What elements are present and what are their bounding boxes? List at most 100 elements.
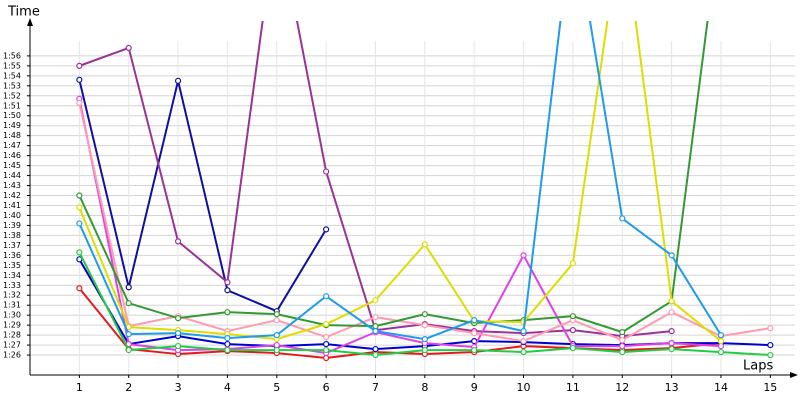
y-tick-label: 1:31 xyxy=(3,301,21,310)
point xyxy=(224,279,231,286)
point xyxy=(717,348,725,356)
point xyxy=(76,285,83,292)
series-line xyxy=(78,21,709,334)
x-tick-label: 7 xyxy=(372,381,379,394)
point xyxy=(174,238,182,245)
y-tick-label: 1:46 xyxy=(3,151,21,160)
x-tick-label: 13 xyxy=(665,381,679,394)
y-tick-label: 1:26 xyxy=(3,351,21,360)
point xyxy=(668,298,675,305)
point xyxy=(520,337,527,345)
y-tick-label: 1:49 xyxy=(3,121,21,130)
point xyxy=(421,336,428,343)
point xyxy=(717,342,725,350)
point xyxy=(174,315,182,322)
y-tick-label: 1:54 xyxy=(3,71,21,80)
point xyxy=(767,351,774,359)
point xyxy=(76,76,83,83)
series-line xyxy=(78,21,722,341)
y-tick-label: 1:34 xyxy=(3,271,21,280)
point xyxy=(224,309,231,316)
point xyxy=(717,332,725,339)
point xyxy=(76,99,83,106)
series-line xyxy=(78,79,327,313)
y-tick-label: 1:47 xyxy=(3,141,21,150)
point xyxy=(76,220,83,227)
x-tick-label: 1 xyxy=(76,381,83,394)
point xyxy=(76,204,83,211)
point xyxy=(76,249,83,256)
point xyxy=(323,226,330,233)
point xyxy=(76,192,83,199)
point xyxy=(174,77,182,84)
x-tick-label: 14 xyxy=(714,381,728,394)
point xyxy=(273,311,280,318)
axes: Time Laps 1:261:271:281:291:301:311:321:… xyxy=(3,5,798,394)
x-axis-title: Laps xyxy=(743,359,773,374)
y-tick-label: 1:53 xyxy=(3,81,21,90)
point xyxy=(569,344,577,352)
point xyxy=(323,334,330,341)
point xyxy=(520,252,527,259)
point xyxy=(668,309,675,316)
point xyxy=(471,330,478,337)
point xyxy=(323,354,330,362)
point xyxy=(372,323,379,330)
point xyxy=(224,335,231,342)
series-group xyxy=(76,21,774,362)
point xyxy=(125,346,132,354)
y-tick-label: 1:42 xyxy=(3,191,21,200)
point xyxy=(372,297,379,304)
point xyxy=(372,351,379,359)
y-tick-label: 1:43 xyxy=(3,181,21,190)
x-tick-label: 12 xyxy=(615,381,629,394)
x-tick-label: 2 xyxy=(125,381,132,394)
y-tick-label: 1:51 xyxy=(3,101,21,110)
point xyxy=(767,341,774,349)
y-tick-label: 1:52 xyxy=(3,91,21,100)
y-tick-label: 1:48 xyxy=(3,131,21,140)
point xyxy=(421,346,428,354)
point xyxy=(619,336,626,344)
point xyxy=(619,348,626,356)
y-tick-label: 1:30 xyxy=(3,311,21,320)
y-tick-label: 1:56 xyxy=(3,51,21,60)
point xyxy=(471,346,478,354)
y-tick-label: 1:39 xyxy=(3,221,21,230)
point xyxy=(767,325,774,332)
point xyxy=(520,328,527,335)
point xyxy=(125,331,132,338)
x-tick-label: 6 xyxy=(323,381,330,394)
point xyxy=(471,317,478,324)
point xyxy=(421,311,428,318)
point xyxy=(224,340,231,348)
point xyxy=(717,337,725,345)
point xyxy=(668,328,675,335)
point xyxy=(76,62,83,69)
point xyxy=(372,314,379,321)
point xyxy=(569,327,577,334)
x-tick-label: 11 xyxy=(566,381,580,394)
x-tick-label: 4 xyxy=(224,381,231,394)
y-tick-label: 1:38 xyxy=(3,231,21,240)
x-tick-label: 10 xyxy=(517,381,531,394)
series-line xyxy=(78,98,722,355)
point xyxy=(125,44,132,52)
point xyxy=(520,348,527,356)
y-tick-label: 1:28 xyxy=(3,331,21,340)
point xyxy=(421,322,428,329)
x-tick-label: 15 xyxy=(763,381,777,394)
point xyxy=(323,168,330,175)
point xyxy=(125,284,132,291)
y-tick-label: 1:35 xyxy=(3,261,21,270)
point xyxy=(323,340,330,348)
point xyxy=(619,329,626,336)
x-axis-arrow xyxy=(790,372,798,378)
x-tick-label: 8 xyxy=(421,381,428,394)
point xyxy=(668,339,675,347)
y-tick-label: 1:36 xyxy=(3,251,21,260)
point xyxy=(273,317,280,324)
point xyxy=(372,345,379,353)
point xyxy=(224,346,231,354)
point xyxy=(372,328,379,335)
